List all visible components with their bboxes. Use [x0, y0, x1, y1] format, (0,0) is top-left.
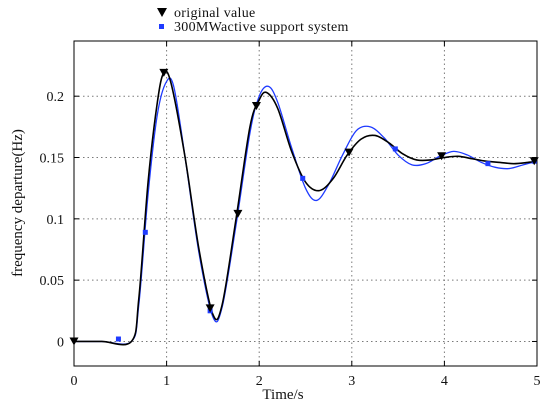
square-icon [159, 24, 164, 29]
y-axis-label: frequency departure(Hz) [10, 129, 26, 277]
plot-frame [73, 40, 538, 367]
legend-item-original-value: original value [157, 6, 256, 21]
x-tick-label: 0 [71, 374, 78, 389]
series-line-1 [74, 77, 538, 345]
series-0-point-5 [344, 148, 354, 157]
x-tick-label: 1 [163, 374, 170, 389]
triangle-down-icon [157, 8, 167, 17]
series-1-point-4 [392, 146, 398, 152]
x-axis-label: Time/s [262, 387, 303, 403]
series-markers [69, 68, 539, 346]
legend-label-original-value: original value [174, 6, 256, 21]
axes [73, 40, 538, 367]
y-tick-label: 0.15 [40, 152, 65, 167]
series-0-point-3 [233, 209, 243, 218]
x-tick-label: 2 [256, 374, 263, 389]
series-1-point-5 [485, 161, 491, 167]
series-0-point-1 [159, 68, 169, 77]
x-tick-label: 5 [534, 374, 541, 389]
series-0-point-4 [251, 102, 261, 110]
grid [74, 41, 537, 366]
series-line-0 [74, 70, 538, 346]
series-lines [74, 70, 538, 346]
series-1-point-3 [300, 175, 306, 181]
legend: original value 300MWactive support syste… [157, 6, 349, 35]
series-0-point-7 [529, 157, 539, 166]
legend-label-active-support: 300MWactive support system [174, 20, 349, 35]
x-axis-ticks: 0 1 2 3 4 5 [71, 41, 541, 389]
series-0-point-6 [437, 152, 447, 161]
y-tick-label: 0.2 [47, 90, 65, 105]
y-axis-ticks: 0 0.05 0.1 0.15 0.2 [40, 90, 537, 350]
series-0-point-2 [205, 304, 215, 313]
y-tick-label: 0.05 [40, 274, 65, 289]
x-tick-label: 4 [441, 374, 448, 389]
y-tick-label: 0 [57, 335, 64, 350]
y-tick-label: 0.1 [47, 213, 65, 228]
series-1-point-1 [142, 229, 148, 235]
x-tick-label: 3 [348, 374, 355, 389]
series-1-point-0 [115, 336, 121, 342]
series-0-point-0 [69, 337, 79, 346]
legend-item-active-support: 300MWactive support system [159, 20, 349, 35]
